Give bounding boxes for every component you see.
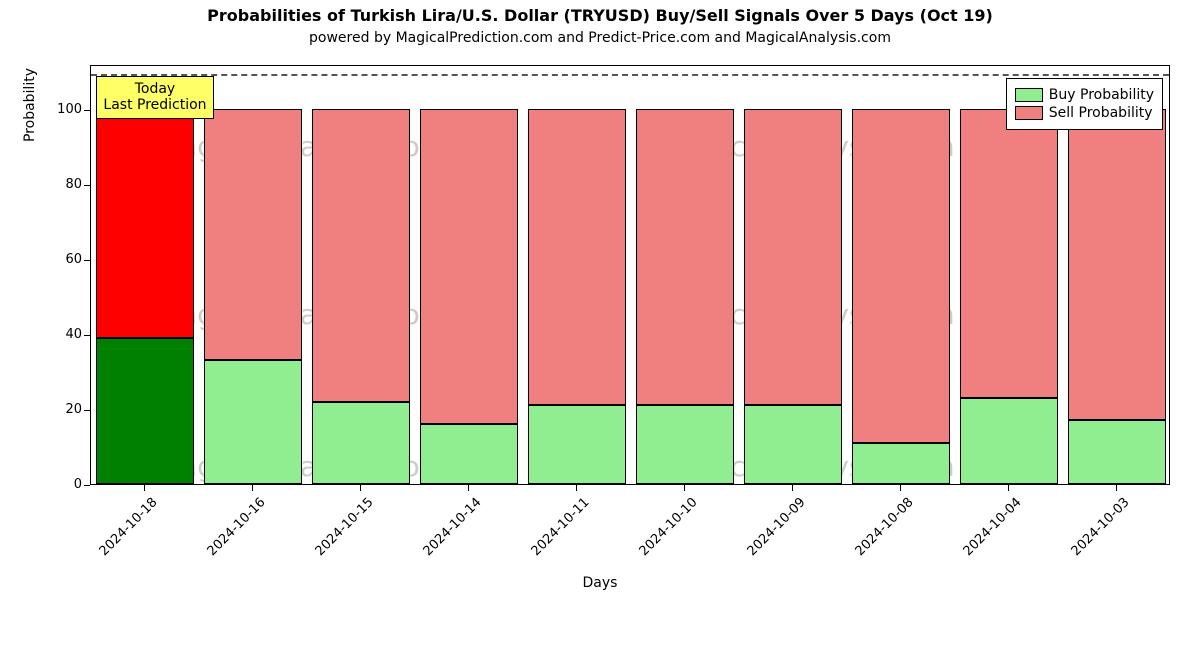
bar-group — [744, 64, 841, 484]
y-tick-label: 100 — [32, 102, 82, 117]
today-line2: Last Prediction — [103, 97, 206, 114]
buy-bar — [960, 398, 1057, 484]
buy-bar — [96, 338, 193, 484]
legend-item-sell: Sell Probability — [1015, 105, 1154, 121]
bar-group — [204, 64, 301, 484]
x-tick-mark — [360, 485, 361, 491]
y-tick-label: 0 — [32, 477, 82, 492]
legend-swatch-buy — [1015, 88, 1043, 102]
y-tick-mark — [84, 335, 90, 336]
bar-group — [852, 64, 949, 484]
chart-subtitle: powered by MagicalPrediction.com and Pre… — [0, 30, 1200, 46]
y-tick-label: 80 — [32, 177, 82, 192]
y-tick-mark — [84, 485, 90, 486]
bar-group — [312, 64, 409, 484]
x-tick-mark — [792, 485, 793, 491]
buy-bar — [528, 405, 625, 484]
legend-label-buy: Buy Probability — [1049, 87, 1154, 103]
sell-bar — [744, 109, 841, 405]
sell-bar — [636, 109, 733, 405]
sell-bar — [1068, 109, 1165, 420]
bar-group — [528, 64, 625, 484]
sell-bar — [204, 109, 301, 360]
x-tick-mark — [144, 485, 145, 491]
buy-bar — [312, 402, 409, 485]
y-axis-label: Probability — [22, 0, 38, 315]
legend-item-buy: Buy Probability — [1015, 87, 1154, 103]
y-tick-label: 60 — [32, 252, 82, 267]
buy-bar — [636, 405, 733, 484]
today-line1: Today — [103, 81, 206, 98]
y-tick-mark — [84, 260, 90, 261]
chart-title: Probabilities of Turkish Lira/U.S. Dolla… — [0, 6, 1200, 25]
y-tick-label: 20 — [32, 402, 82, 417]
x-tick-mark — [900, 485, 901, 491]
y-tick-mark — [84, 410, 90, 411]
buy-bar — [1068, 420, 1165, 484]
buy-bar — [204, 360, 301, 484]
x-tick-mark — [252, 485, 253, 491]
today-annotation: Today Last Prediction — [96, 76, 213, 120]
sell-bar — [420, 109, 517, 424]
legend: Buy Probability Sell Probability — [1006, 78, 1163, 130]
legend-swatch-sell — [1015, 106, 1043, 120]
x-tick-mark — [1008, 485, 1009, 491]
buy-bar — [420, 424, 517, 484]
buy-bar — [852, 443, 949, 484]
legend-label-sell: Sell Probability — [1049, 105, 1153, 121]
sell-bar — [312, 109, 409, 402]
bar-group — [636, 64, 733, 484]
bar-group — [420, 64, 517, 484]
y-tick-mark — [84, 110, 90, 111]
x-tick-mark — [1116, 485, 1117, 491]
y-tick-mark — [84, 185, 90, 186]
x-tick-mark — [468, 485, 469, 491]
y-tick-label: 40 — [32, 327, 82, 342]
sell-bar — [528, 109, 625, 405]
x-tick-mark — [684, 485, 685, 491]
buy-bar — [744, 405, 841, 484]
x-tick-mark — [576, 485, 577, 491]
sell-bar — [960, 109, 1057, 398]
sell-bar — [852, 109, 949, 443]
plot-area: Today Last Prediction Buy Probability Se… — [90, 65, 1170, 485]
sell-bar — [96, 109, 193, 338]
bar-group — [96, 64, 193, 484]
